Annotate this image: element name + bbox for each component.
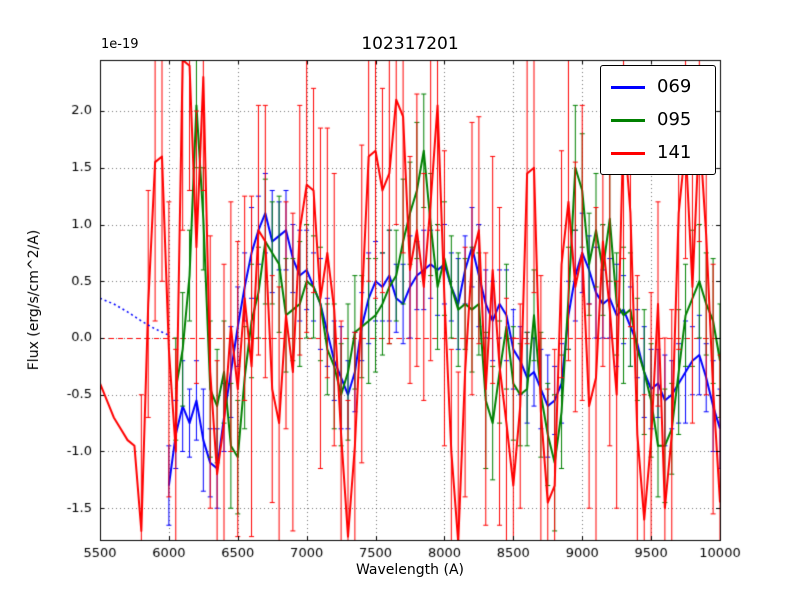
legend-label-069: 069 bbox=[657, 76, 692, 97]
x-axis-label: Wavelength (A) bbox=[355, 562, 464, 578]
legend-line-sample-069 bbox=[611, 85, 645, 89]
legend-label-095: 095 bbox=[657, 109, 692, 130]
legend-line-sample-095 bbox=[611, 118, 645, 122]
legend-item-141: 141 bbox=[611, 140, 705, 166]
y-axis-offset-label: 1e-19 bbox=[101, 37, 139, 52]
legend-label-141: 141 bbox=[657, 142, 692, 163]
legend: 069 095 141 bbox=[600, 65, 716, 175]
y-axis-label: Flux (erg/s/cm^2/A) bbox=[26, 229, 42, 371]
legend-item-069: 069 bbox=[611, 74, 705, 100]
plot-title: 102317201 bbox=[361, 34, 459, 54]
legend-item-095: 095 bbox=[611, 107, 705, 133]
legend-line-sample-141 bbox=[611, 151, 645, 155]
